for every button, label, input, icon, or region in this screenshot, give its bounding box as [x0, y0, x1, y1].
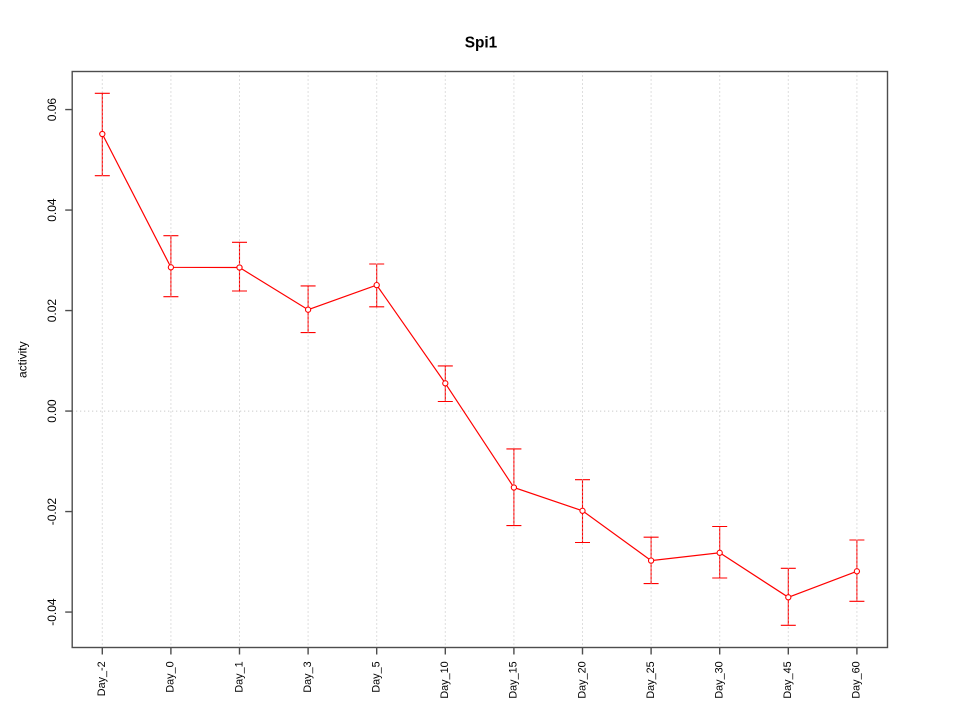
svg-text:Day_30: Day_30: [714, 661, 726, 698]
svg-text:Day_1: Day_1: [233, 661, 245, 692]
svg-text:Day_-2: Day_-2: [96, 661, 108, 696]
svg-text:0.06: 0.06: [45, 98, 59, 122]
svg-text:Day_3: Day_3: [302, 661, 314, 692]
svg-text:Day_25: Day_25: [645, 661, 657, 698]
svg-text:0.00: 0.00: [45, 399, 59, 423]
svg-text:Day_5: Day_5: [371, 661, 383, 692]
svg-text:Spi1: Spi1: [465, 35, 498, 52]
svg-text:-0.04: -0.04: [45, 598, 59, 626]
svg-text:0.02: 0.02: [45, 299, 59, 323]
svg-text:Day_45: Day_45: [782, 661, 794, 698]
svg-text:activity: activity: [16, 341, 30, 378]
svg-text:Day_10: Day_10: [439, 661, 451, 698]
svg-text:0.04: 0.04: [45, 198, 59, 222]
svg-text:Day_0: Day_0: [165, 661, 177, 692]
svg-text:Day_60: Day_60: [851, 661, 863, 698]
svg-text:Day_20: Day_20: [576, 661, 588, 698]
svg-text:Day_15: Day_15: [508, 661, 520, 698]
svg-text:-0.02: -0.02: [45, 498, 59, 526]
